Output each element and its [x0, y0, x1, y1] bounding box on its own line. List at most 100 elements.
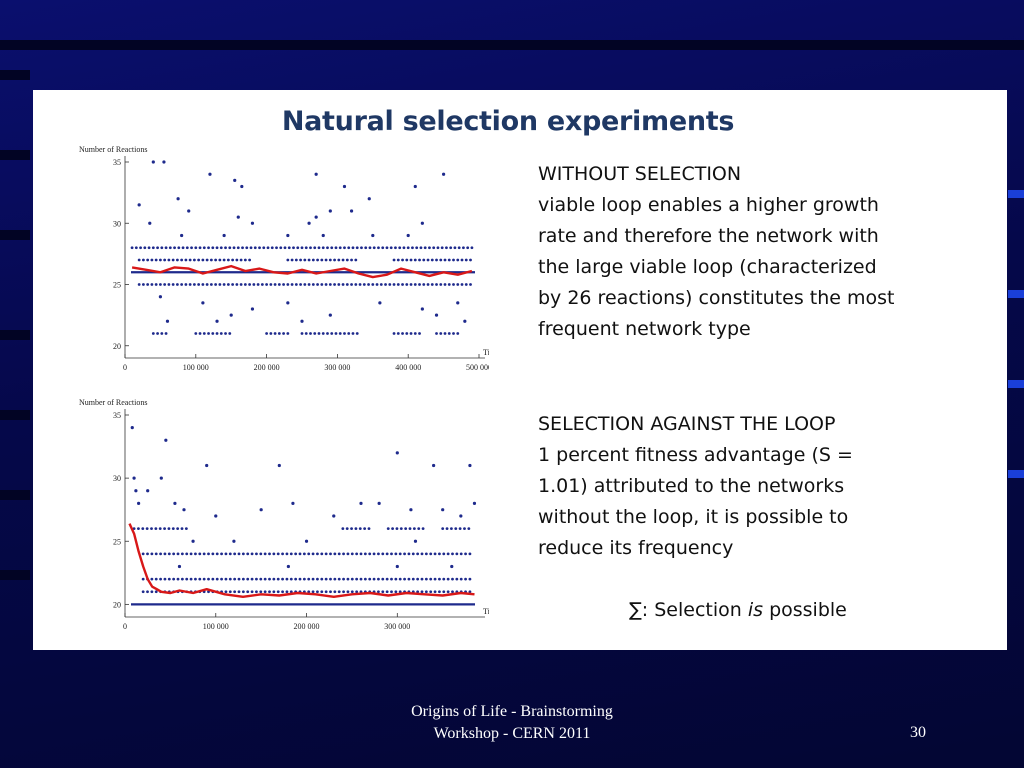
data-point — [285, 590, 289, 594]
data-point — [320, 577, 324, 581]
data-point — [446, 590, 450, 594]
y-tick-label: 25 — [113, 537, 121, 546]
data-point — [416, 552, 420, 556]
data-point — [320, 283, 324, 286]
data-point — [411, 246, 414, 250]
data-point — [209, 258, 213, 262]
data-point — [386, 527, 390, 531]
data-point — [302, 577, 306, 581]
data-point — [139, 246, 142, 250]
slide-title: Natural selection experiments — [281, 106, 735, 137]
data-point — [277, 283, 281, 286]
data-point — [363, 527, 367, 531]
data-point — [443, 258, 447, 262]
data-point — [159, 552, 162, 556]
data-point — [250, 552, 254, 556]
data-point — [201, 258, 205, 262]
data-point — [211, 577, 215, 581]
data-point — [333, 552, 337, 556]
data-point — [469, 258, 472, 262]
data-point — [368, 552, 372, 556]
data-point — [359, 501, 363, 505]
data-point — [324, 577, 328, 581]
data-point — [218, 283, 222, 286]
data-point — [441, 508, 445, 512]
data-point — [232, 539, 236, 543]
data-point — [191, 539, 195, 543]
y-tick-label: 30 — [113, 474, 121, 483]
data-point — [472, 501, 477, 505]
x-tick-label: 100 000 — [203, 622, 229, 631]
chart-selection-against-loop-svg: Number of Reactions Time 20 25 30 35 0 100 000 2… — [79, 398, 489, 631]
data-point — [467, 527, 471, 531]
average-line — [131, 264, 473, 279]
data-point — [219, 246, 223, 250]
data-point — [269, 332, 273, 335]
data-point — [160, 246, 164, 250]
data-point — [159, 476, 163, 480]
data-point — [154, 552, 158, 556]
data-point — [281, 590, 284, 594]
data-point — [345, 527, 349, 531]
summary-emphasis: is — [747, 599, 764, 621]
data-point — [299, 283, 302, 286]
data-point — [281, 552, 284, 556]
data-point — [342, 552, 345, 556]
data-point — [435, 332, 438, 335]
data-point — [263, 577, 267, 581]
data-point — [453, 246, 457, 250]
data-point — [285, 577, 289, 581]
without-selection-line: by 26 reactions) constitutes the most — [538, 287, 895, 309]
data-point — [215, 246, 219, 250]
data-point — [289, 552, 293, 556]
page-number: 30 — [910, 724, 926, 741]
data-point — [236, 246, 240, 250]
data-point — [246, 577, 250, 581]
data-point — [395, 564, 399, 569]
data-point — [439, 332, 443, 335]
data-point — [392, 332, 396, 335]
data-point — [218, 258, 222, 262]
data-point — [333, 258, 336, 262]
data-point — [328, 283, 332, 286]
data-point — [413, 539, 418, 543]
data-point — [371, 233, 375, 238]
data-point — [209, 283, 213, 286]
data-point — [337, 258, 341, 262]
data-point — [398, 552, 402, 556]
x-axis-label: Time — [483, 348, 489, 357]
data-point — [350, 527, 353, 531]
data-point — [229, 313, 233, 317]
data-point — [459, 514, 463, 518]
data-point — [176, 552, 180, 556]
data-point — [396, 283, 400, 286]
data-point — [450, 564, 454, 569]
data-point — [394, 552, 398, 556]
data-point — [401, 283, 404, 286]
data-point — [134, 246, 138, 250]
without-selection-line: viable loop enables a higher growth — [538, 194, 879, 216]
data-point — [447, 258, 451, 262]
data-point — [451, 577, 454, 581]
data-point — [311, 552, 315, 556]
data-point — [245, 246, 249, 250]
data-point — [300, 246, 304, 250]
data-point — [390, 577, 393, 581]
data-point — [276, 590, 280, 594]
data-point — [282, 332, 285, 335]
data-point — [415, 246, 419, 250]
data-point — [148, 221, 152, 225]
data-point — [462, 246, 465, 250]
data-point — [363, 552, 367, 556]
data-point — [285, 552, 289, 556]
data-point — [286, 301, 290, 305]
data-point — [442, 172, 446, 176]
data-point — [236, 215, 240, 219]
data-point — [272, 552, 276, 556]
data-point — [459, 577, 463, 581]
data-point — [202, 332, 206, 335]
data-point — [338, 332, 342, 335]
data-point — [377, 501, 381, 505]
data-point — [248, 258, 252, 262]
data-point — [420, 590, 424, 594]
